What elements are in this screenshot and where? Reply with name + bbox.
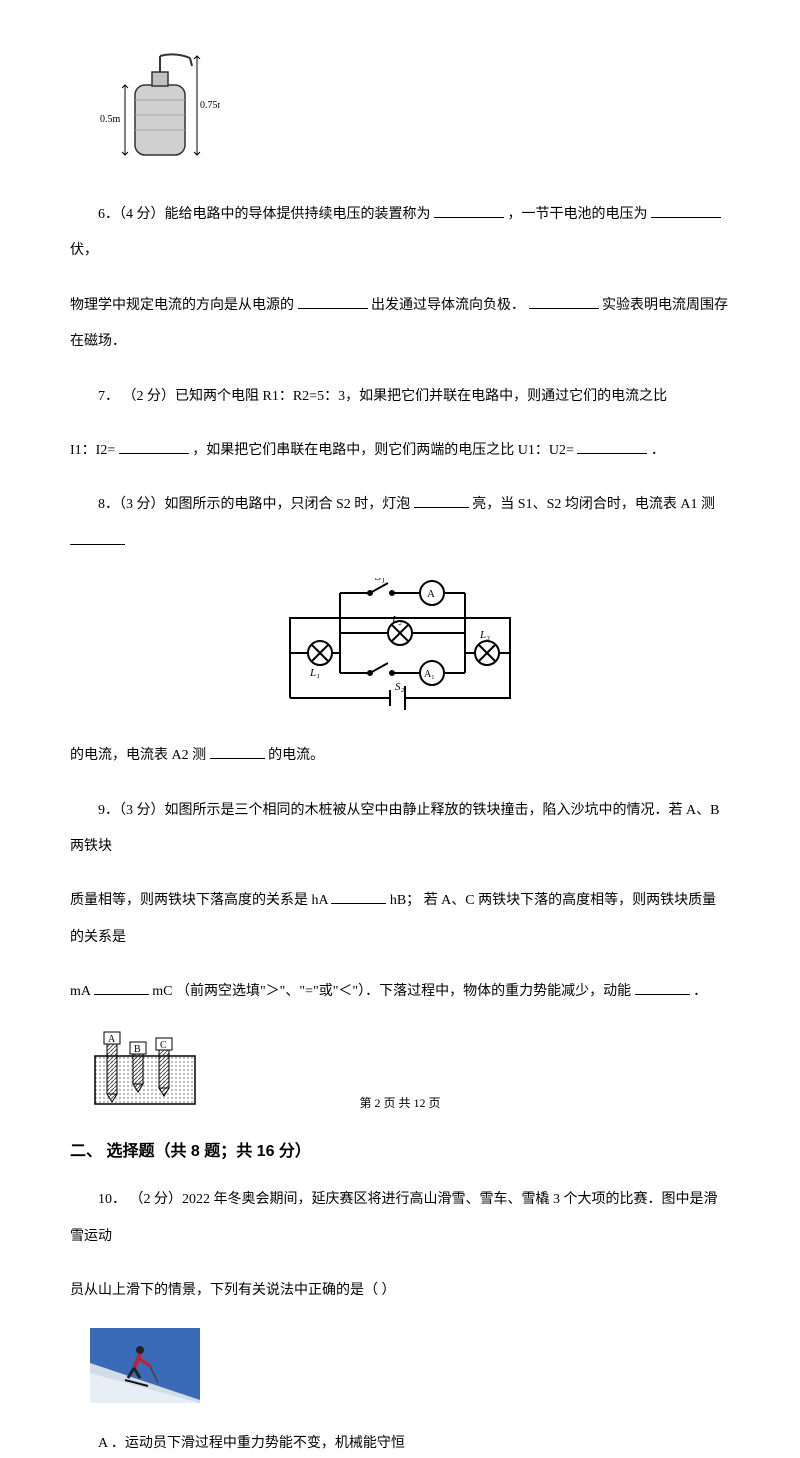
- label-075m: 0.75m: [200, 100, 220, 111]
- svg-text:C: C: [160, 1040, 167, 1051]
- question-9-cont1: 质量相等，则两铁块下落高度的关系是 hA hB； 若 A、C 两铁块下落的高度相…: [70, 883, 730, 956]
- q9-blank-3: [635, 981, 690, 995]
- figure-ski: [90, 1328, 730, 1410]
- figure-water-dispenser: 0.75m 0.5m: [100, 50, 730, 177]
- q9-text-1: 9．（3 分）如图所示是三个相同的木桩被从空中由静止释放的铁块撞击，陷入沙坑中的…: [70, 803, 719, 854]
- question-7-cont: I1：I2= ，如果把它们串联在电路中，则它们两端的电压之比 U1：U2= ．: [70, 433, 730, 469]
- figure-circuit: S₁ A L₂ L₁ L₃ S₂ A₁: [70, 578, 730, 720]
- q8-blank-2: [70, 531, 125, 545]
- q8-text-1: 8．（3 分）如图所示的电路中，只闭合 S2 时，灯泡: [98, 497, 410, 512]
- q9-text-4: mA: [70, 984, 90, 999]
- q9-text-2: 质量相等，则两铁块下落高度的关系是 hA: [70, 893, 328, 908]
- section-2-title: 二、 选择题（共 8 题；共 16 分）: [70, 1140, 730, 1164]
- q8-text-3: 的电流，电流表 A2 测: [70, 748, 206, 763]
- question-7: 7． （2 分）已知两个电阻 R1：R2=5：3，如果把它们并联在电路中，则通过…: [70, 379, 730, 415]
- svg-text:L₃: L₃: [479, 629, 490, 641]
- q7-text-3: ，如果把它们串联在电路中，则它们两端的电压之比 U1：U2=: [192, 443, 574, 458]
- question-10-cont: 员从山上滑下的情景，下列有关说法中正确的是（ ）: [70, 1273, 730, 1309]
- q6-text-3: 伏，: [70, 243, 98, 258]
- q6-blank-1: [434, 204, 504, 218]
- q6-blank-3: [298, 295, 368, 309]
- svg-text:S₁: S₁: [375, 578, 385, 583]
- q6-text-1: 6．（4 分）能给电路中的导体提供持续电压的装置称为: [98, 207, 434, 222]
- svg-text:B: B: [134, 1044, 141, 1055]
- q9-blank-1: [331, 890, 386, 904]
- q8-blank-3: [210, 745, 265, 759]
- question-9-cont2: mA mC （前两空选填"＞"、"="或"＜"）．下落过程中，物体的重力势能减少…: [70, 974, 730, 1010]
- q10-text-1: 10． （2 分）2022 年冬奥会期间，延庆赛区将进行高山滑雪、雪车、雪橇 3…: [70, 1192, 718, 1243]
- page-footer: 第 2 页 共 12 页: [0, 1094, 800, 1112]
- svg-text:A₁: A₁: [424, 669, 435, 680]
- question-10: 10． （2 分）2022 年冬奥会期间，延庆赛区将进行高山滑雪、雪车、雪橇 3…: [70, 1182, 730, 1255]
- q10-option-a: A ．运动员下滑过程中重力势能不变，机械能守恒: [70, 1430, 730, 1458]
- q8-text-4: 的电流。: [268, 748, 324, 763]
- q10-text-2: 员从山上滑下的情景，下列有关说法中正确的是（ ）: [70, 1283, 396, 1298]
- svg-text:A: A: [108, 1034, 116, 1045]
- q8-blank-1: [414, 494, 469, 508]
- q8-text-2: 亮，当 S1、S2 均闭合时，电流表 A1 测: [472, 497, 715, 512]
- q6-text-5: 出发通过导体流向负极．: [371, 298, 529, 313]
- q7-text-1: 7． （2 分）已知两个电阻 R1：R2=5：3，如果把它们并联在电路中，则通过…: [98, 389, 667, 404]
- label-05m: 0.5m: [100, 114, 121, 125]
- question-9: 9．（3 分）如图所示是三个相同的木桩被从空中由静止释放的铁块撞击，陷入沙坑中的…: [70, 793, 730, 866]
- q6-blank-2: [651, 204, 721, 218]
- svg-text:L₁: L₁: [309, 667, 320, 679]
- q6-text-4: 物理学中规定电流的方向是从电源的: [70, 298, 298, 313]
- q7-blank-1: [119, 440, 189, 454]
- q9-blank-2: [94, 981, 149, 995]
- q9-text-5: mC （前两空选填"＞"、"="或"＜"）．下落过程中，物体的重力势能减少，动能: [152, 984, 631, 999]
- q6-text-2: ，一节干电池的电压为: [508, 207, 652, 222]
- question-6: 6．（4 分）能给电路中的导体提供持续电压的装置称为 ，一节干电池的电压为 伏，: [70, 197, 730, 270]
- svg-text:L₂: L₂: [391, 614, 402, 626]
- svg-text:A: A: [427, 588, 435, 600]
- svg-text:S₂: S₂: [395, 681, 405, 693]
- question-8: 8．（3 分）如图所示的电路中，只闭合 S2 时，灯泡 亮，当 S1、S2 均闭…: [70, 487, 730, 560]
- q7-blank-2: [577, 440, 647, 454]
- q6-blank-4: [529, 295, 599, 309]
- q9-text-6: ．: [693, 984, 707, 999]
- q7-text-4: ．: [651, 443, 665, 458]
- q7-text-2: I1：I2=: [70, 443, 115, 458]
- question-6-cont: 物理学中规定电流的方向是从电源的 出发通过导体流向负极． 实验表明电流周围存在磁…: [70, 288, 730, 361]
- question-8-cont: 的电流，电流表 A2 测 的电流。: [70, 738, 730, 774]
